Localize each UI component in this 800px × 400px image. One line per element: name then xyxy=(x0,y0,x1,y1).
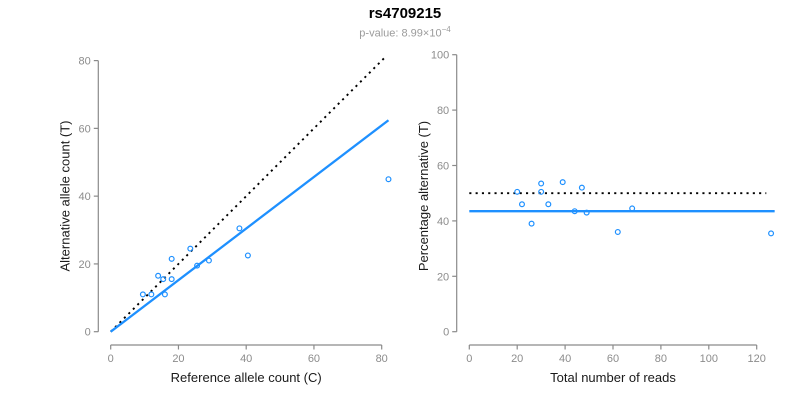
x-tick-label: 40 xyxy=(559,353,571,365)
figure-header: rs4709215 p-value: 8.99×10−4 xyxy=(5,4,800,41)
p-value-exponent: −4 xyxy=(441,25,451,34)
x-axis-title: Total number of reads xyxy=(550,370,676,385)
percentage-alternative-scatter: 0 20 40 60 80 100 120 0 20 40 60 80 100 Total number … xyxy=(416,50,775,385)
x-tick-label: 40 xyxy=(240,353,252,365)
data-point xyxy=(629,205,636,212)
page-title: rs4709215 xyxy=(368,5,442,22)
y-tick-label: 40 xyxy=(437,216,449,228)
y-tick-label: 60 xyxy=(79,123,91,135)
data-point xyxy=(545,201,552,208)
x-tick-label: 0 xyxy=(466,353,472,365)
y-tick-label: 20 xyxy=(79,259,91,271)
data-point xyxy=(538,180,545,187)
data-point xyxy=(514,188,521,195)
x-axis: 0 20 40 60 80 xyxy=(108,344,388,365)
data-point xyxy=(559,179,566,186)
data-point xyxy=(571,208,578,215)
data-point xyxy=(160,276,167,283)
p-value-subtitle: p-value: 8.99×10−4 xyxy=(5,23,800,41)
x-axis: 0 20 40 60 80 100 120 xyxy=(466,344,766,365)
x-tick-label: 120 xyxy=(748,353,766,365)
x-tick-label: 80 xyxy=(655,353,667,365)
data-point xyxy=(194,262,201,269)
x-tick-label: 0 xyxy=(108,353,114,365)
y-tick-label: 60 xyxy=(437,161,449,173)
y-tick-label: 20 xyxy=(437,271,449,283)
data-point xyxy=(244,252,251,259)
x-tick-label: 20 xyxy=(172,353,184,365)
y-tick-label: 100 xyxy=(431,50,449,62)
data-point xyxy=(578,184,585,191)
data-point xyxy=(205,257,212,264)
data-point xyxy=(583,209,590,216)
y-axis: 0 20 40 60 80 100 xyxy=(431,50,458,339)
data-point xyxy=(528,220,535,227)
x-tick-label: 80 xyxy=(376,353,388,365)
y-tick-label: 0 xyxy=(443,327,449,339)
p-value-text: p-value: 8.99×10 xyxy=(359,27,442,40)
data-point xyxy=(385,176,392,183)
data-point xyxy=(236,225,243,232)
y-axis: 0 20 40 60 80 xyxy=(79,56,99,339)
data-point xyxy=(139,291,146,298)
data-point xyxy=(768,230,775,237)
data-points xyxy=(139,176,392,298)
data-point xyxy=(518,201,525,208)
y-axis-title: Percentage alternative (T) xyxy=(416,121,431,271)
data-point xyxy=(168,255,175,262)
identity-line xyxy=(110,55,387,333)
data-point xyxy=(168,276,175,283)
x-tick-label: 60 xyxy=(607,353,619,365)
data-point xyxy=(538,188,545,195)
x-tick-label: 60 xyxy=(308,353,320,365)
allele-count-scatter: 0 20 40 60 80 0 20 40 60 80 Reference allele count… xyxy=(58,55,392,385)
data-points xyxy=(514,179,775,237)
regression-line xyxy=(110,119,390,333)
data-point xyxy=(187,245,194,252)
x-tick-label: 20 xyxy=(511,353,523,365)
data-point xyxy=(148,291,155,298)
data-point xyxy=(155,272,162,279)
y-tick-label: 40 xyxy=(79,191,91,203)
y-tick-label: 0 xyxy=(85,327,91,339)
y-axis-title: Alternative allele count (T) xyxy=(58,120,73,271)
y-tick-label: 80 xyxy=(437,105,449,117)
data-point xyxy=(614,228,621,235)
x-tick-label: 100 xyxy=(700,353,718,365)
data-point xyxy=(161,291,168,298)
y-tick-label: 80 xyxy=(79,56,91,68)
x-axis-title: Reference allele count (C) xyxy=(171,370,322,385)
